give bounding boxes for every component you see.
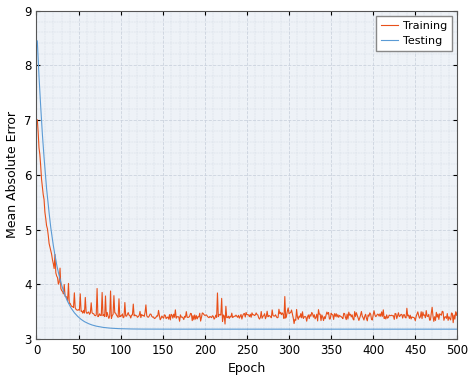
Training bbox=[234, 327, 240, 331]
Y-axis label: Mean Absolute Error: Mean Absolute Error bbox=[6, 111, 18, 238]
Testing bbox=[285, 306, 291, 310]
Training bbox=[262, 327, 267, 331]
Training bbox=[455, 327, 460, 331]
Testing bbox=[263, 317, 268, 321]
Training bbox=[35, 38, 40, 43]
Testing bbox=[222, 322, 228, 326]
Training bbox=[445, 327, 451, 331]
Training bbox=[237, 327, 242, 331]
Line: Training: Training bbox=[37, 41, 457, 329]
Training bbox=[401, 327, 406, 331]
Training bbox=[284, 327, 290, 331]
Testing bbox=[237, 314, 243, 319]
Testing bbox=[455, 309, 460, 314]
Training bbox=[379, 327, 384, 331]
Legend: Training, Testing: Training, Testing bbox=[376, 16, 452, 51]
Testing bbox=[35, 117, 40, 122]
Line: Testing: Testing bbox=[37, 120, 457, 324]
X-axis label: Epoch: Epoch bbox=[228, 362, 266, 375]
Testing bbox=[445, 318, 451, 323]
Testing bbox=[235, 315, 240, 320]
Testing bbox=[380, 314, 385, 319]
